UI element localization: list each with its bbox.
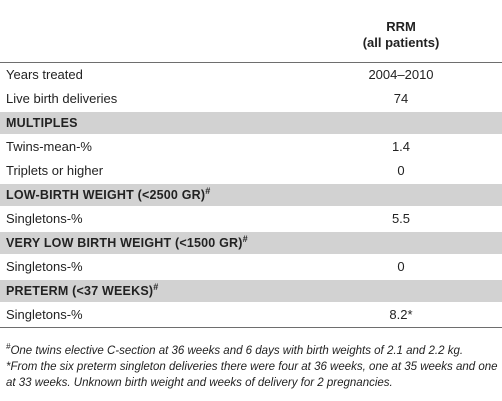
table-row: Singletons-% 8.2* <box>0 303 502 327</box>
row-value: 2004–2010 <box>368 67 434 82</box>
row-value: 1.4 <box>391 139 411 154</box>
row-label: Singletons-% <box>6 259 83 274</box>
row-value: 74 <box>393 91 409 106</box>
section-title: MULTIPLES <box>6 116 78 130</box>
footnote-marker: # <box>6 342 11 352</box>
row-label: Triplets or higher <box>6 163 104 178</box>
table-header: RRM (all patients) <box>0 0 502 63</box>
row-label: Twins-mean-% <box>6 139 92 154</box>
table-row: Singletons-% 5.5 <box>0 207 502 231</box>
row-label: Live birth deliveries <box>6 91 118 106</box>
footnote-1: #One twins elective C-section at 36 week… <box>6 343 498 359</box>
outcomes-table: RRM (all patients) Years treated 2004–20… <box>0 0 502 328</box>
table-footnotes: #One twins elective C-section at 36 week… <box>6 343 498 391</box>
section-title: VERY LOW BIRTH WEIGHT (<1500 GR) <box>6 236 243 250</box>
section-header-multiples: MULTIPLES <box>0 111 502 135</box>
row-value: 0 <box>397 259 405 274</box>
table-row: Twins-mean-% 1.4 <box>0 135 502 159</box>
table-row: Live birth deliveries 74 <box>0 87 502 111</box>
footnote-1-text: One twins elective C-section at 36 weeks… <box>10 345 464 357</box>
section-header-low-birth-weight: LOW-BIRTH WEIGHT (<2500 GR)# <box>0 183 502 207</box>
section-title: PRETERM (<37 WEEKS) <box>6 284 154 298</box>
section-header-very-low-birth-weight: VERY LOW BIRTH WEIGHT (<1500 GR)# <box>0 231 502 255</box>
column-header-subtitle: (all patients) <box>362 35 440 50</box>
row-label: Singletons-% <box>6 307 83 322</box>
column-header-title: RRM <box>386 19 416 34</box>
section-title: LOW-BIRTH WEIGHT (<2500 GR) <box>6 188 206 202</box>
row-value: 8.2* <box>389 307 413 322</box>
table-bottom-rule <box>0 327 502 328</box>
row-value: 0 <box>397 163 405 178</box>
footnote-marker: # <box>153 281 159 292</box>
section-header-preterm: PRETERM (<37 WEEKS)# <box>0 279 502 303</box>
row-value: 5.5 <box>391 211 411 226</box>
row-label: Years treated <box>6 67 83 82</box>
footnote-2: *From the six preterm singleton deliveri… <box>6 361 498 389</box>
table-row: Years treated 2004–2010 <box>0 63 502 87</box>
column-header-rrm: RRM (all patients) <box>300 19 502 51</box>
footnote-marker: # <box>242 233 248 244</box>
footnote-marker: # <box>205 185 211 196</box>
table-row: Singletons-% 0 <box>0 255 502 279</box>
row-label: Singletons-% <box>6 211 83 226</box>
table-row: Triplets or higher 0 <box>0 159 502 183</box>
